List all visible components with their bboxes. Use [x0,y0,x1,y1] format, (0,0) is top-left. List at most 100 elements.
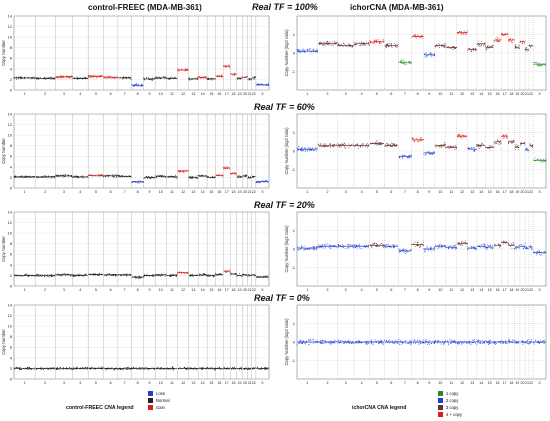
data-point [483,342,485,344]
data-point [229,168,231,169]
data-point [349,146,351,147]
data-point [351,47,353,49]
data-point [116,174,118,176]
data-point [65,174,67,176]
data-point [453,244,455,246]
data-point [511,41,513,43]
data-point [107,368,109,370]
data-point [129,273,131,275]
data-point [498,340,500,342]
data-point [34,77,36,79]
data-point [177,70,179,72]
y-tick-label: 10 [8,35,13,40]
data-point [440,343,442,345]
data-point [157,78,159,80]
data-point [161,174,163,176]
data-point [421,342,423,344]
data-point [319,42,320,44]
data-point [527,149,529,151]
data-point [379,340,381,342]
data-point [20,367,22,368]
data-point [40,366,42,368]
data-point [298,49,300,50]
data-point [332,44,334,46]
data-point [511,142,513,144]
data-point [366,41,367,43]
data-point [116,75,117,77]
data-point [514,248,516,250]
data-point [313,150,314,151]
data-point [459,343,460,345]
data-point [510,140,512,141]
chromosome-label: 7 [404,92,406,96]
data-point [297,249,299,251]
chromosome-label: 10 [159,381,163,385]
data-point [267,182,269,184]
data-point [359,244,361,246]
data-point [337,44,339,45]
chromosome-label: X [538,288,541,292]
data-point [304,343,306,345]
data-point [44,274,46,276]
data-point [45,177,46,178]
data-point [131,367,133,369]
data-point [135,277,137,279]
data-point [131,182,133,183]
data-point [255,83,257,85]
data-point [13,175,15,177]
data-point [177,68,179,70]
data-point [442,43,444,45]
data-point [415,137,417,139]
data-point [103,367,105,369]
data-point [518,45,520,47]
data-point [434,55,436,56]
data-point [444,43,446,45]
data-point [215,368,217,370]
data-point [449,145,451,147]
data-point [240,177,242,178]
data-point [247,368,249,370]
chromosome-label: 12 [460,190,464,194]
data-point [329,244,331,246]
data-point [515,247,517,249]
data-point [496,40,498,42]
data-point [300,149,302,151]
data-point [382,344,384,345]
data-point [445,339,446,341]
data-point [411,137,413,139]
data-point [175,177,177,179]
data-point [453,145,455,147]
data-point [518,44,519,46]
data-point [517,145,518,147]
data-point [538,65,539,67]
data-point [65,77,67,79]
data-point [112,77,114,79]
data-point [365,144,367,146]
chromosome-label: 19 [238,92,242,96]
chromosome-label: 4 [361,288,363,292]
data-point [484,244,486,246]
data-point [444,144,446,146]
data-point [366,244,367,246]
data-point [498,144,500,145]
data-point [164,275,166,277]
data-point [364,245,366,247]
data-point [261,368,263,370]
data-point [73,366,75,368]
data-point [457,134,459,136]
data-point [532,248,534,250]
data-point [449,338,451,340]
data-point [212,175,214,177]
data-point [362,44,364,46]
data-point [315,249,317,250]
data-point [327,146,329,148]
chromosome-label: 9 [428,92,430,96]
data-point [45,175,47,177]
data-point [178,70,180,72]
data-point [426,151,428,153]
data-point [52,78,54,80]
data-point [184,367,186,369]
data-point [309,48,311,50]
